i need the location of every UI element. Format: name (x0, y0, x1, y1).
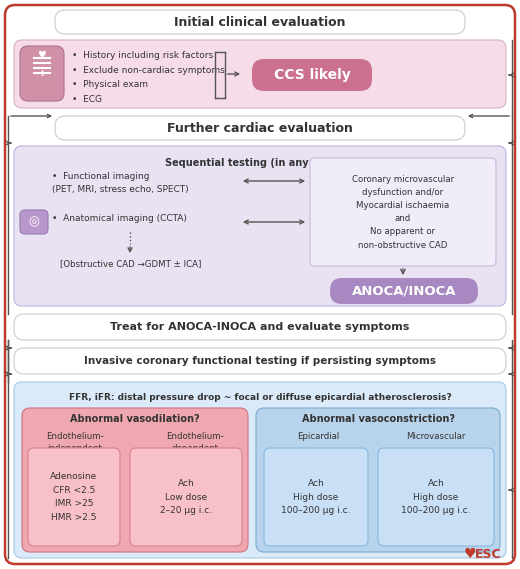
Text: Adenosine
CFR <2.5
IMR >25
HMR >2.5: Adenosine CFR <2.5 IMR >25 HMR >2.5 (50, 472, 98, 522)
Text: ESC: ESC (475, 547, 501, 560)
FancyBboxPatch shape (130, 448, 242, 546)
Text: Ach
High dose
100–200 μg i.c.: Ach High dose 100–200 μg i.c. (401, 479, 471, 516)
Text: Endothelium-
independent: Endothelium- independent (46, 432, 104, 453)
Text: •  History including risk factors
•  Exclude non-cardiac symptoms
•  Physical ex: • History including risk factors • Exclu… (72, 51, 225, 104)
FancyBboxPatch shape (378, 448, 494, 546)
FancyBboxPatch shape (28, 448, 120, 546)
Text: Further cardiac evaluation: Further cardiac evaluation (167, 122, 353, 134)
Text: Endothelium-
dependent: Endothelium- dependent (166, 432, 224, 453)
FancyBboxPatch shape (14, 146, 506, 306)
FancyBboxPatch shape (14, 348, 506, 374)
Text: •  Anatomical imaging (CCTA): • Anatomical imaging (CCTA) (52, 213, 187, 222)
Text: Abnormal vasodilation?: Abnormal vasodilation? (70, 414, 200, 424)
Text: Coronary microvascular
dysfunction and/or
Myocardial ischaemia
and
No apparent o: Coronary microvascular dysfunction and/o… (352, 175, 454, 249)
FancyBboxPatch shape (20, 46, 64, 101)
Text: Abnormal vasoconstriction?: Abnormal vasoconstriction? (302, 414, 454, 424)
Text: Sequential testing (in any order):: Sequential testing (in any order): (165, 158, 350, 168)
Text: ♥: ♥ (464, 547, 476, 561)
Text: ✚: ✚ (38, 68, 46, 77)
FancyBboxPatch shape (14, 314, 506, 340)
Text: •  Functional imaging
(PET, MRI, stress echo, SPECT): • Functional imaging (PET, MRI, stress e… (52, 172, 189, 194)
Text: Microvascular: Microvascular (406, 432, 466, 441)
Text: Ach
Low dose
2–20 μg i.c.: Ach Low dose 2–20 μg i.c. (160, 479, 212, 516)
FancyBboxPatch shape (310, 158, 496, 266)
FancyBboxPatch shape (264, 448, 368, 546)
Text: FFR, iFR: distal pressure drop ~ focal or diffuse epicardial atherosclerosis?: FFR, iFR: distal pressure drop ~ focal o… (69, 393, 451, 402)
FancyBboxPatch shape (14, 40, 506, 108)
Text: ♥: ♥ (37, 50, 46, 60)
Text: Invasive coronary functional testing if persisting symptoms: Invasive coronary functional testing if … (84, 356, 436, 366)
FancyBboxPatch shape (20, 210, 48, 234)
Text: CCS likely: CCS likely (274, 68, 350, 82)
Text: Initial clinical evaluation: Initial clinical evaluation (174, 15, 346, 28)
FancyBboxPatch shape (14, 382, 506, 558)
FancyBboxPatch shape (55, 116, 465, 140)
Text: Epicardial: Epicardial (297, 432, 339, 441)
Text: ANOCA/INOCA: ANOCA/INOCA (352, 284, 456, 298)
Text: ◎: ◎ (29, 216, 40, 229)
Text: [Obstructive CAD →GDMT ± ICA]: [Obstructive CAD →GDMT ± ICA] (60, 259, 201, 269)
FancyBboxPatch shape (252, 59, 372, 91)
FancyBboxPatch shape (330, 278, 478, 304)
FancyBboxPatch shape (22, 408, 248, 552)
FancyBboxPatch shape (256, 408, 500, 552)
Text: Ach
High dose
100–200 μg i.c.: Ach High dose 100–200 μg i.c. (281, 479, 351, 516)
FancyBboxPatch shape (55, 10, 465, 34)
Text: Treat for ANOCA-INOCA and evaluate symptoms: Treat for ANOCA-INOCA and evaluate sympt… (110, 322, 410, 332)
